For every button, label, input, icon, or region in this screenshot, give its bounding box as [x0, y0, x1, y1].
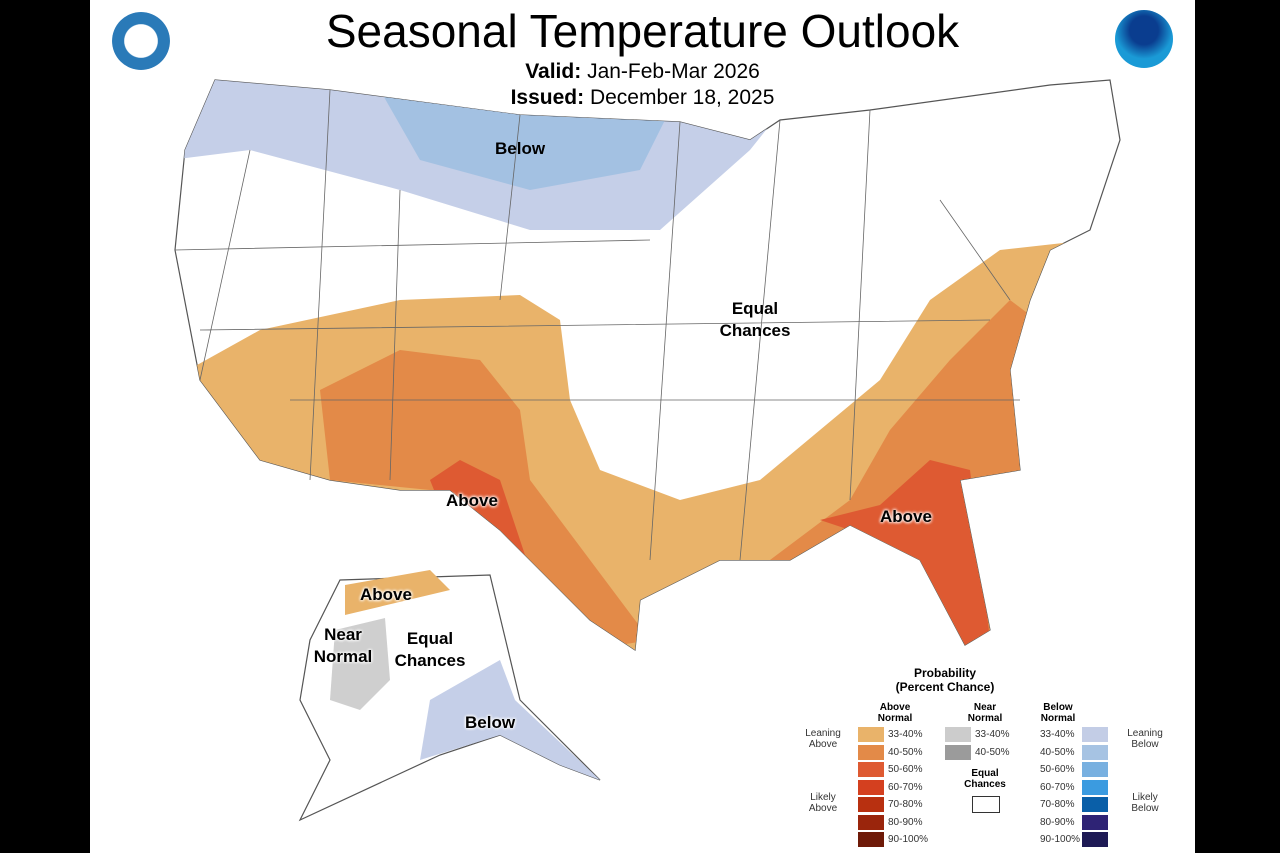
legend-swatch-above-2 — [858, 762, 884, 777]
legend-range-above-5: 80-90% — [888, 816, 923, 828]
label-below-conus: Below — [495, 139, 546, 158]
legend-range-below-6: 90-100% — [1040, 834, 1081, 845]
state-borders — [174, 89, 1020, 561]
legend-leaning-below: Leaning Below — [1127, 728, 1163, 750]
legend-swatch-below-0 — [1082, 727, 1108, 742]
legend-swatch-equal — [972, 796, 1000, 813]
valid-label: Valid: — [525, 60, 582, 83]
issued-label: Issued: — [510, 86, 585, 109]
label-below-ak: Below — [465, 713, 516, 732]
legend-swatch-above-1 — [858, 744, 884, 760]
legend-range-above-0: 33-40% — [888, 729, 923, 740]
legend-swatch-above-6 — [858, 832, 884, 847]
legend-range-above-6: 90-100% — [888, 834, 929, 845]
commerce-seal-logo — [112, 12, 170, 70]
above-50-60-region — [430, 460, 990, 650]
label-near-normal-ak: Near Normal — [313, 625, 373, 666]
legend-swatch-near-1 — [945, 744, 971, 760]
issued-value: December 18, 2025 — [589, 86, 775, 109]
legend-range-below-3: 60-70% — [1040, 781, 1075, 793]
legend-range-below-0: 33-40% — [1040, 729, 1075, 740]
issued-date: Issued: December 18, 2025 — [90, 86, 1195, 110]
legend-range-near-0: 33-40% — [975, 729, 1010, 740]
legend-swatch-below-4 — [1082, 797, 1108, 812]
legend-range-below-5: 80-90% — [1040, 816, 1075, 828]
alaska-near-normal-region — [330, 618, 390, 710]
legend-swatch-above-3 — [858, 779, 884, 795]
legend-range-near-1: 40-50% — [975, 746, 1010, 758]
valid-period: Valid: Jan-Feb-Mar 2026 — [90, 60, 1195, 84]
legend-subtitle: (Percent Chance) — [895, 680, 995, 694]
legend-swatch-above-0 — [858, 727, 884, 742]
alaska-above-region — [345, 570, 450, 615]
legend-swatch-above-5 — [858, 814, 884, 830]
legend-range-below-2: 50-60% — [1040, 764, 1075, 775]
label-above-sw: Above — [446, 491, 498, 510]
legend-swatch-above-4 — [858, 797, 884, 812]
label-above-ak: Above — [360, 585, 412, 604]
legend-range-above-4: 70-80% — [888, 799, 923, 810]
page-title: Seasonal Temperature Outlook — [325, 5, 960, 57]
legend-range-above-2: 50-60% — [888, 764, 923, 775]
label-equal-chances-conus: Equal Chances — [719, 299, 791, 340]
legend-swatch-below-2 — [1082, 762, 1108, 777]
legend-title-text: Probability — [913, 666, 976, 680]
legend-swatch-below-6 — [1082, 832, 1108, 847]
legend-range-above-3: 60-70% — [888, 781, 923, 793]
legend-swatch-below-3 — [1082, 779, 1108, 795]
label-above-se: Above — [880, 507, 932, 526]
legend-swatch-below-1 — [1082, 744, 1108, 760]
legend-range-below-4: 70-80% — [1040, 799, 1075, 810]
outlook-map: Seasonal Temperature Outlook Valid: Jan-… — [90, 0, 1195, 853]
valid-value: Jan-Feb-Mar 2026 — [587, 60, 760, 83]
map-graphic — [174, 79, 1121, 822]
alaska-below-region — [420, 660, 600, 780]
legend-equal-chances: Equal Chances — [964, 768, 1006, 790]
legend-title: Probability (Percent Chance) — [890, 666, 1000, 694]
label-equal-chances-ak: Equal Chances — [394, 629, 466, 670]
legend-below-header: Below Normal — [1040, 702, 1076, 724]
legend-range-below-1: 40-50% — [1040, 746, 1075, 758]
legend-likely-below: Likely Below — [1131, 792, 1159, 814]
legend-likely-above: Likely Above — [808, 792, 838, 814]
legend-swatch-near-0 — [945, 727, 971, 742]
legend-near-header: Near Normal — [967, 702, 1003, 724]
legend-above-header: Above Normal — [877, 702, 913, 724]
noaa-logo — [1115, 10, 1173, 68]
legend-leaning-above: Leaning Above — [805, 728, 841, 750]
legend-swatch-below-5 — [1082, 814, 1108, 830]
legend-range-above-1: 40-50% — [888, 746, 923, 758]
